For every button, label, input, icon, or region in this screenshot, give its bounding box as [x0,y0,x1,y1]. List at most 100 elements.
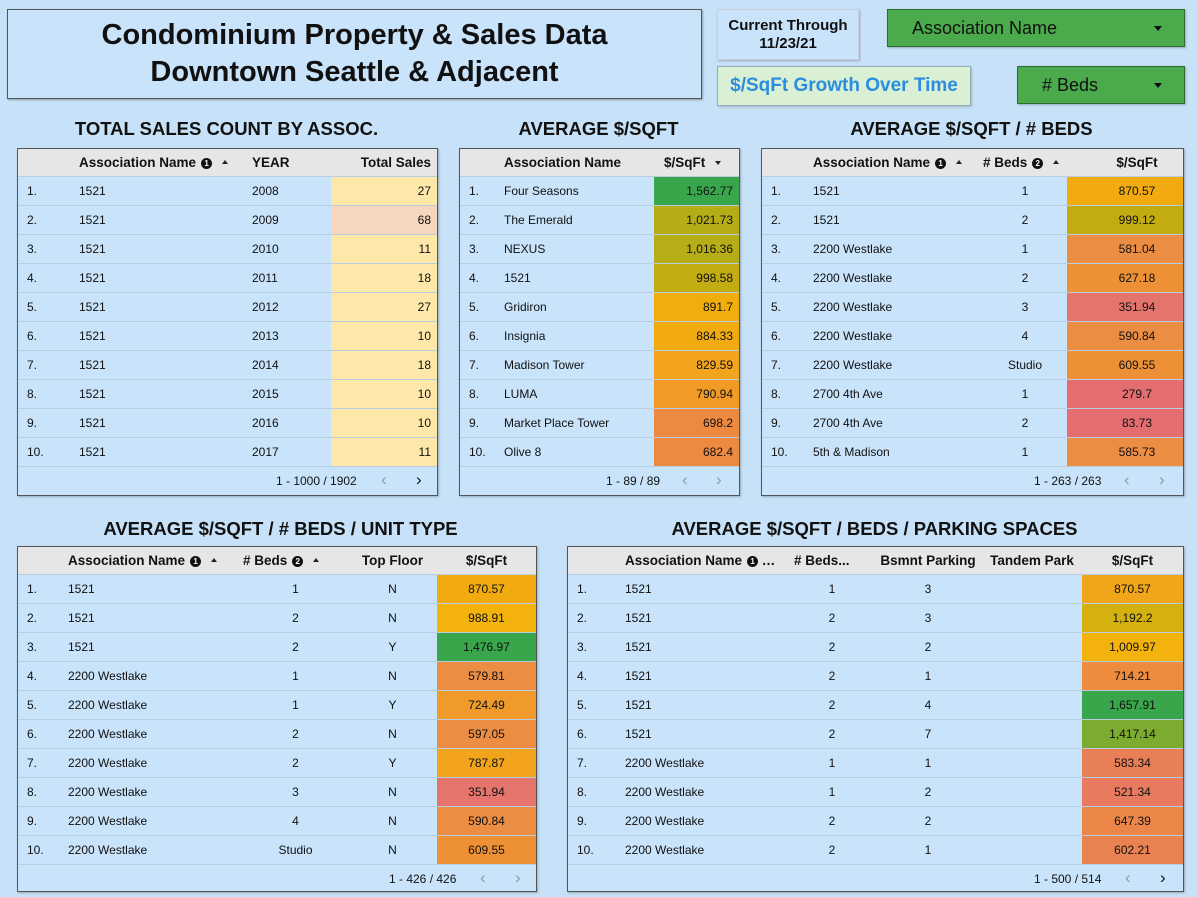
table-row[interactable]: 4. 2200 Westlake 1 N 579.81 [18,661,536,691]
table-row[interactable]: 2. 1521 2 999.12 [762,205,1183,235]
beds-cell: 1 [790,777,874,807]
beds-cell: 1 [983,234,1067,264]
header-year[interactable]: YEAR [252,149,331,177]
next-page-icon[interactable]: › [515,868,521,887]
next-page-icon[interactable]: › [1159,470,1165,489]
table-row[interactable]: 6. Insignia 884.33 [460,321,739,351]
table-row[interactable]: 1. 1521 2008 27 [18,176,437,206]
table-row[interactable]: 2. 1521 2 3 1,192.2 [568,603,1183,633]
row-index: 3. [762,234,813,264]
pagination: 1 - 89 / 89 ‹ › [460,466,739,495]
table-row[interactable]: 8. LUMA 790.94 [460,379,739,409]
table-row[interactable]: 8. 2700 4th Ave 1 279.7 [762,379,1183,409]
table-header-row: Association Name 1 # Beds 2 $/SqFt [762,149,1183,177]
table-row[interactable]: 1. 1521 1 3 870.57 [568,574,1183,604]
association-name-filter[interactable]: Association Name [887,9,1185,47]
header-beds[interactable]: # Beds... [790,547,874,575]
header-basement-parking[interactable]: Bsmnt Parking [874,547,982,575]
table-row[interactable]: 9. 2200 Westlake 4 N 590.84 [18,806,536,836]
table-row[interactable]: 4. 2200 Westlake 2 627.18 [762,263,1183,293]
header-association-name[interactable]: Association Name 1 [79,149,252,177]
row-index: 9. [18,408,79,438]
table-row[interactable]: 4. 1521 2 1 714.21 [568,661,1183,691]
table-row[interactable]: 9. 2700 4th Ave 2 83.73 [762,408,1183,438]
table-row[interactable]: 2. 1521 2009 68 [18,205,437,235]
sort-ascending-icon [313,558,320,562]
table-row[interactable]: 6. 2200 Westlake 4 590.84 [762,321,1183,351]
prev-page-icon[interactable]: ‹ [480,868,486,887]
table-row[interactable]: 3. 1521 2010 11 [18,234,437,264]
table-row[interactable]: 6. 1521 2 7 1,417.14 [568,719,1183,749]
table-row[interactable]: 3. 1521 2 2 1,009.97 [568,632,1183,662]
table-row[interactable]: 6. 1521 2013 10 [18,321,437,351]
table-row[interactable]: 1. Four Seasons 1,562.77 [460,176,739,206]
table-row[interactable]: 6. 2200 Westlake 2 N 597.05 [18,719,536,749]
header-sqft[interactable]: $/SqFt [1067,149,1183,177]
header-sqft[interactable]: $/SqFt [437,547,536,575]
table-row[interactable]: 3. 1521 2 Y 1,476.97 [18,632,536,662]
table-row[interactable]: 2. 1521 2 N 988.91 [18,603,536,633]
beds-cell: Studio [983,350,1067,380]
next-page-icon[interactable]: › [1160,868,1166,887]
table-row[interactable]: 10. 1521 2017 11 [18,437,437,466]
table-row[interactable]: 9. Market Place Tower 698.2 [460,408,739,438]
sqft-cell: 724.49 [437,690,536,720]
prev-page-icon[interactable]: ‹ [1124,470,1130,489]
table-row[interactable]: 10. 2200 Westlake Studio N 609.55 [18,835,536,864]
table-row[interactable]: 5. 2200 Westlake 1 Y 724.49 [18,690,536,720]
table-row[interactable]: 7. 2200 Westlake Studio 609.55 [762,350,1183,380]
header-association-name[interactable]: Association Name [504,149,654,177]
beds-cell: Studio [243,835,348,864]
prev-page-icon[interactable]: ‹ [1125,868,1131,887]
table-row[interactable]: 7. Madison Tower 829.59 [460,350,739,380]
tandem-parking-cell [982,603,1082,633]
prev-page-icon[interactable]: ‹ [381,470,387,489]
table-row[interactable]: 10. 2200 Westlake 2 1 602.21 [568,835,1183,864]
table-row[interactable]: 7. 2200 Westlake 2 Y 787.87 [18,748,536,778]
growth-over-time-button[interactable]: $/SqFt Growth Over Time [717,66,971,106]
header-beds[interactable]: # Beds 2 [243,547,348,575]
table-row[interactable]: 10. Olive 8 682.4 [460,437,739,466]
association-name-cell: Market Place Tower [504,408,654,438]
table-row[interactable]: 8. 2200 Westlake 3 N 351.94 [18,777,536,807]
row-index: 1. [568,574,618,604]
row-index: 4. [568,661,618,691]
table-row[interactable]: 2. The Emerald 1,021.73 [460,205,739,235]
table-row[interactable]: 9. 2200 Westlake 2 2 647.39 [568,806,1183,836]
table-row[interactable]: 10. 5th & Madison 1 585.73 [762,437,1183,466]
table-row[interactable]: 3. NEXUS 1,016.36 [460,234,739,264]
table-row[interactable]: 5. Gridiron 891.7 [460,292,739,322]
table-row[interactable]: 5. 1521 2012 27 [18,292,437,322]
sqft-cell: 590.84 [437,806,536,836]
next-page-icon[interactable]: › [716,470,722,489]
table-row[interactable]: 5. 2200 Westlake 3 351.94 [762,292,1183,322]
next-page-icon[interactable]: › [416,470,422,489]
beds-cell: 1 [790,574,874,604]
beds-filter[interactable]: # Beds [1017,66,1185,104]
header-top-floor[interactable]: Top Floor [348,547,437,575]
row-index: 10. [18,835,68,864]
header-total-sales[interactable]: Total Sales [331,149,437,177]
table-row[interactable]: 4. 1521 2011 18 [18,263,437,293]
table-row[interactable]: 8. 2200 Westlake 1 2 521.34 [568,777,1183,807]
prev-page-icon[interactable]: ‹ [682,470,688,489]
table-row[interactable]: 3. 2200 Westlake 1 581.04 [762,234,1183,264]
table-row[interactable]: 7. 1521 2014 18 [18,350,437,380]
table-row[interactable]: 9. 1521 2016 10 [18,408,437,438]
sort-descending-icon [715,161,722,165]
table-row[interactable]: 7. 2200 Westlake 1 1 583.34 [568,748,1183,778]
header-sqft[interactable]: $/SqFt [1082,547,1183,575]
header-beds[interactable]: # Beds 2 [983,149,1067,177]
table-row[interactable]: 4. 1521 998.58 [460,263,739,293]
table-row[interactable]: 1. 1521 1 N 870.57 [18,574,536,604]
sqft-cell: 1,009.97 [1082,632,1183,662]
header-association-name[interactable]: Association Name 1 … [618,547,790,575]
header-association-name[interactable]: Association Name 1 [68,547,243,575]
beds-cell: 2 [790,661,874,691]
table-row[interactable]: 5. 1521 2 4 1,657.91 [568,690,1183,720]
header-sqft[interactable]: $/SqFt [654,149,739,177]
table-row[interactable]: 1. 1521 1 870.57 [762,176,1183,206]
header-association-name[interactable]: Association Name 1 [813,149,983,177]
table-row[interactable]: 8. 1521 2015 10 [18,379,437,409]
header-tandem-parking[interactable]: Tandem Park [982,547,1082,575]
